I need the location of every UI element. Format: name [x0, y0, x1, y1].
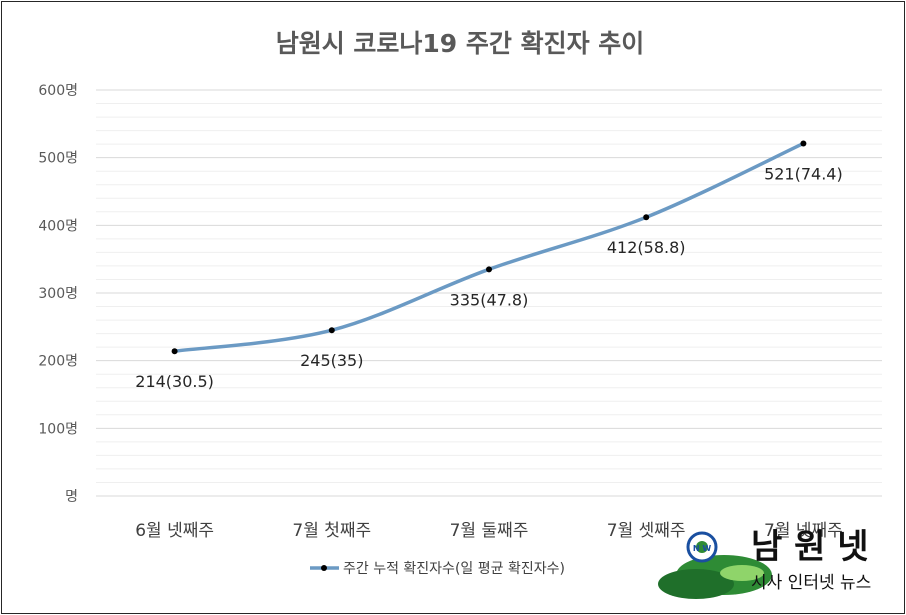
y-tick-label: 200명: [38, 354, 78, 370]
logo-badge: N W: [693, 544, 711, 553]
legend: 주간 누적 확진자수(일 평균 확진자수): [310, 561, 565, 577]
y-tick-label: 400명: [38, 218, 78, 234]
logo-hill-front: [658, 569, 734, 599]
legend-marker: [321, 565, 327, 571]
logo: N W 남 원 넷 시사 인터넷 뉴스: [658, 527, 871, 599]
x-tick-label: 6월 넷째주: [135, 521, 214, 541]
data-label: 335(47.8): [450, 290, 529, 309]
chart-title: 남원시 코로나19 주간 확진자 추이: [276, 29, 645, 58]
x-tick-label: 7월 넷째주: [764, 521, 843, 541]
y-tick-label: 600명: [38, 83, 78, 99]
logo-hill-highlight: [720, 565, 764, 581]
x-tick-label: 7월 셋째주: [607, 521, 686, 541]
data-point: [171, 348, 178, 355]
data-label: 245(35): [300, 351, 363, 370]
y-tick-label: 500명: [38, 151, 78, 167]
x-tick-label: 7월 첫째주: [292, 521, 371, 541]
logo-title: 남 원 넷: [751, 527, 869, 567]
data-label: 521(74.4): [764, 164, 843, 183]
logo-mark: N W: [658, 531, 772, 599]
logo-globe-core: [696, 541, 708, 553]
y-tick-label: 명: [65, 489, 78, 505]
data-point: [643, 214, 650, 221]
y-tick-label: 100명: [38, 421, 78, 437]
legend-label: 주간 누적 확진자수(일 평균 확진자수): [343, 561, 565, 577]
data-point: [486, 266, 492, 273]
logo-subtitle: 시사 인터넷 뉴스: [751, 573, 871, 593]
data-point: [328, 327, 335, 334]
data-label: 412(58.8): [607, 238, 686, 257]
x-tick-label: 7월 둘째주: [450, 521, 529, 541]
data-label: 214(30.5): [135, 372, 214, 391]
data-point: [800, 140, 807, 147]
y-tick-label: 300명: [38, 286, 78, 302]
